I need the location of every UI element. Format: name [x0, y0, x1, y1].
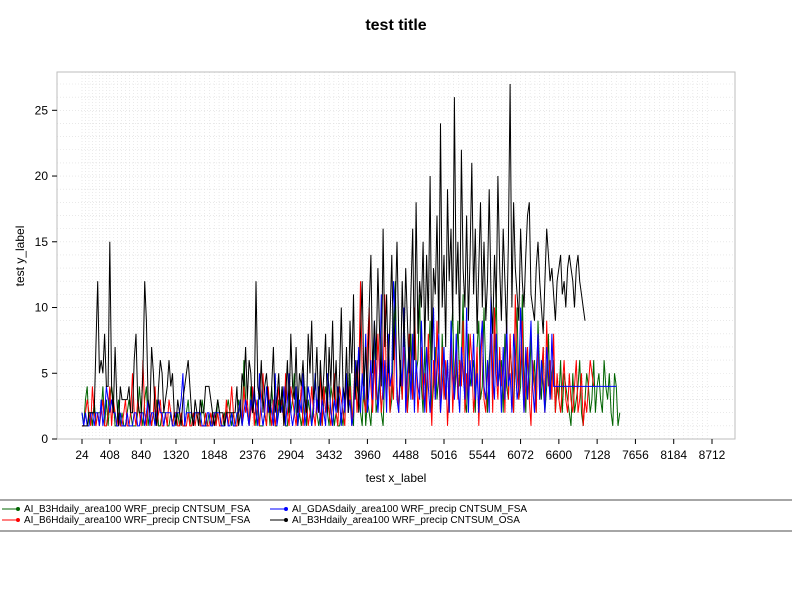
x-tick-label: 3432: [316, 448, 343, 462]
x-tick-label: 5544: [469, 448, 496, 462]
legend-label: AI_B6Hdaily_area100 WRF_precip CNTSUM_FS…: [24, 515, 251, 526]
x-axis: 24 408 840 1320 1848 2376 2904 3432 3960 4488 5016…: [75, 439, 726, 462]
y-axis-label: test y_label: [13, 226, 27, 287]
plot-frame: [56, 71, 736, 440]
legend: AI_B3Hdaily_area100 WRF_precip CNTSUM_FS…: [0, 499, 792, 532]
x-tick-label: 6600: [545, 448, 572, 462]
x-tick-label: 6072: [507, 448, 534, 462]
x-tick-label: 4488: [392, 448, 419, 462]
legend-marker: [284, 507, 288, 511]
x-axis-label: test x_label: [366, 471, 427, 485]
x-tick-label: 5016: [431, 448, 458, 462]
series-line-4: [82, 83, 586, 427]
y-axis: 0 5 10 15 20 25: [35, 103, 57, 446]
y-tick-label: 5: [41, 366, 48, 380]
x-tick-label: 7128: [584, 448, 611, 462]
y-tick-label: 15: [35, 235, 49, 249]
series-line-3: [81, 281, 617, 427]
y-tick-label: 25: [35, 103, 49, 117]
x-tick-label: 840: [131, 448, 151, 462]
y-tick-label: 0: [41, 432, 48, 446]
series-lines: [81, 83, 621, 427]
x-tick-label: 2376: [239, 448, 266, 462]
x-tick-label: 8184: [660, 448, 687, 462]
x-tick-label: 3960: [354, 448, 381, 462]
legend-label: AI_B3Hdaily_area100 WRF_precip CNTSUM_OS…: [292, 515, 520, 526]
y-tick-label: 10: [35, 301, 49, 315]
y-tick-label: 20: [35, 169, 49, 183]
series-line-2: [82, 281, 595, 427]
x-tick-label: 24: [75, 448, 89, 462]
legend-marker: [16, 518, 20, 522]
x-tick-label: 1320: [163, 448, 190, 462]
x-tick-label: 7656: [622, 448, 649, 462]
legend-marker: [284, 518, 288, 522]
legend-label: AI_B3Hdaily_area100 WRF_precip CNTSUM_FS…: [24, 504, 251, 515]
legend-label: AI_GDASdaily_area100 WRF_precip CNTSUM_F…: [292, 504, 527, 515]
chart-title: test title: [365, 17, 426, 34]
legend-marker: [16, 507, 20, 511]
x-tick-label: 1848: [201, 448, 228, 462]
x-tick-label: 408: [100, 448, 120, 462]
x-tick-label: 2904: [277, 448, 304, 462]
x-tick-label: 8712: [699, 448, 726, 462]
